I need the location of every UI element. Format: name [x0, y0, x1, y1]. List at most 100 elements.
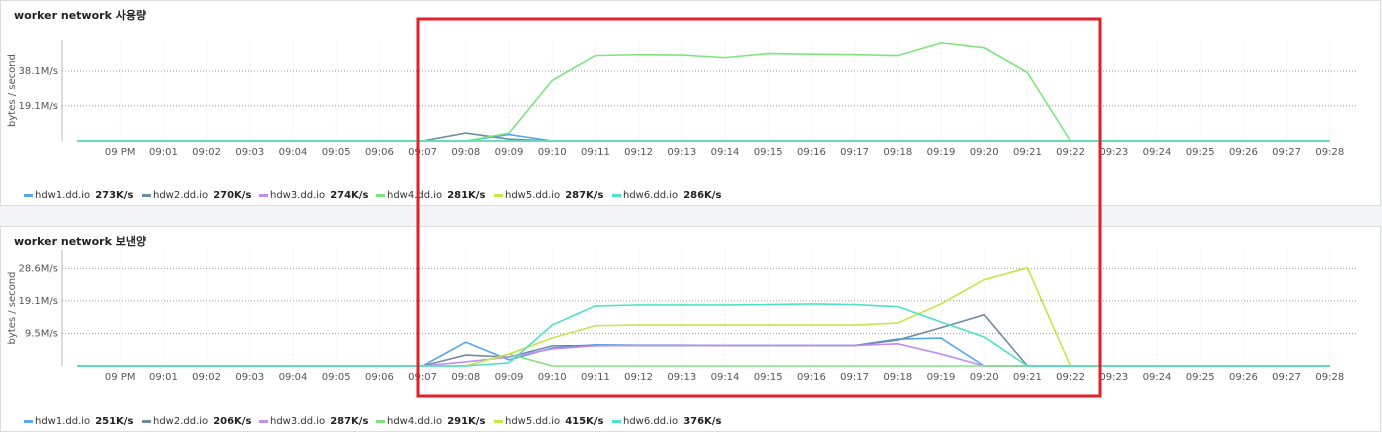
x-tick-label: 09:08 — [451, 372, 480, 383]
x-tick-label: 09:25 — [1186, 147, 1215, 158]
x-tick-label: 09:23 — [1099, 147, 1128, 158]
legend-value: 273K/s — [95, 190, 133, 201]
x-tick-label: 09:08 — [451, 147, 480, 158]
panel — [0, 226, 1381, 432]
x-tick-label: 09:04 — [279, 147, 308, 158]
y-tick-label: 19.1M/s — [19, 101, 58, 112]
legend-swatch — [24, 420, 33, 423]
x-tick-label: 09:18 — [883, 372, 912, 383]
legend-name: hdw3.dd.io — [270, 190, 325, 201]
legend-value: 286K/s — [683, 190, 721, 201]
legend-swatch — [259, 194, 268, 197]
x-tick-label: 09:14 — [711, 372, 740, 383]
panel-title: worker network 보낸양 — [14, 234, 146, 248]
legend-name: hdw5.dd.io — [505, 416, 560, 427]
x-tick-label: 09:10 — [538, 372, 567, 383]
legend-value: 274K/s — [330, 190, 368, 201]
x-tick-label: 09:04 — [279, 372, 308, 383]
x-tick-label: 09:21 — [1013, 147, 1042, 158]
x-tick-label: 09:27 — [1272, 372, 1301, 383]
legend-name: hdw4.dd.io — [387, 190, 442, 201]
x-tick-label: 09:13 — [667, 147, 696, 158]
x-tick-label: 09:12 — [624, 147, 653, 158]
legend-value: 270K/s — [213, 190, 251, 201]
x-tick-label: 09:16 — [797, 147, 826, 158]
charts: worker network 사용량 bytes / second 09 PM 09:… — [7, 8, 1356, 427]
legend-swatch — [142, 194, 151, 197]
legend-value: 415K/s — [565, 416, 603, 427]
x-tick-label: 09:02 — [192, 372, 221, 383]
x-tick-label: 09:13 — [667, 372, 696, 383]
x-tick-label: 09:15 — [754, 147, 783, 158]
legend-name: hdw6.dd.io — [623, 190, 678, 201]
x-tick-label: 09 PM — [105, 372, 136, 383]
x-tick-label: 09:11 — [581, 147, 610, 158]
legend-swatch — [24, 194, 33, 197]
legend-swatch — [612, 420, 621, 423]
x-tick-label: 09:09 — [495, 372, 524, 383]
legend-name: hdw6.dd.io — [623, 416, 678, 427]
x-tick-label: 09:23 — [1099, 372, 1128, 383]
legend-name: hdw3.dd.io — [270, 416, 325, 427]
legend-name: hdw1.dd.io — [35, 416, 90, 427]
legend-value: 281K/s — [447, 190, 485, 201]
x-tick-label: 09:03 — [235, 372, 264, 383]
x-tick-label: 09:01 — [149, 147, 178, 158]
y-tick-label: 28.6M/s — [19, 263, 58, 274]
x-tick-label: 09:07 — [408, 147, 437, 158]
legend-name: hdw4.dd.io — [387, 416, 442, 427]
x-tick-label: 09:02 — [192, 147, 221, 158]
legend-name: hdw1.dd.io — [35, 190, 90, 201]
legend-name: hdw2.dd.io — [153, 190, 208, 201]
x-tick-label: 09:16 — [797, 372, 826, 383]
x-tick-label: 09:05 — [322, 372, 351, 383]
x-tick-label: 09:26 — [1229, 147, 1258, 158]
legend-swatch — [376, 420, 385, 423]
x-tick-label: 09:12 — [624, 372, 653, 383]
x-tick-label: 09:20 — [970, 147, 999, 158]
x-tick-label: 09:22 — [1056, 147, 1085, 158]
legend-swatch — [494, 194, 503, 197]
y-tick-label: 9.5M/s — [25, 329, 58, 340]
y-tick-label: 19.1M/s — [19, 296, 58, 307]
x-tick-label: 09:28 — [1315, 372, 1344, 383]
x-tick-label: 09:19 — [927, 372, 956, 383]
x-tick-label: 09:09 — [495, 147, 524, 158]
y-axis-label: bytes / second — [7, 54, 18, 127]
x-tick-label: 09:28 — [1315, 147, 1344, 158]
x-tick-label: 09:19 — [927, 147, 956, 158]
legend-name: hdw5.dd.io — [505, 190, 560, 201]
y-tick-label: 38.1M/s — [19, 66, 58, 77]
legend-swatch — [142, 420, 151, 423]
legend-value: 291K/s — [447, 416, 485, 427]
legend-value: 376K/s — [683, 416, 721, 427]
x-tick-label: 09:10 — [538, 147, 567, 158]
y-axis-label: bytes / second — [7, 272, 18, 345]
x-tick-label: 09:26 — [1229, 372, 1258, 383]
legend-swatch — [612, 194, 621, 197]
legend-swatch — [259, 420, 268, 423]
x-tick-label: 09:22 — [1056, 372, 1085, 383]
legend-name: hdw2.dd.io — [153, 416, 208, 427]
x-tick-label: 09:14 — [711, 147, 740, 158]
x-tick-label: 09:06 — [365, 372, 394, 383]
x-tick-label: 09:21 — [1013, 372, 1042, 383]
panel-title: worker network 사용량 — [14, 8, 146, 22]
x-tick-label: 09:20 — [970, 372, 999, 383]
highlight-box — [416, 17, 1102, 398]
x-tick-label: 09:11 — [581, 372, 610, 383]
x-tick-label: 09:17 — [840, 147, 869, 158]
x-tick-label: 09:07 — [408, 372, 437, 383]
x-tick-label: 09:15 — [754, 372, 783, 383]
x-tick-label: 09:27 — [1272, 147, 1301, 158]
x-tick-label: 09:17 — [840, 372, 869, 383]
x-tick-label: 09:01 — [149, 372, 178, 383]
x-tick-label: 09 PM — [105, 147, 136, 158]
x-tick-label: 09:25 — [1186, 372, 1215, 383]
legend-value: 287K/s — [565, 190, 603, 201]
legend-swatch — [376, 194, 385, 197]
panel — [0, 0, 1381, 206]
x-tick-label: 09:24 — [1143, 147, 1172, 158]
x-tick-label: 09:18 — [883, 147, 912, 158]
